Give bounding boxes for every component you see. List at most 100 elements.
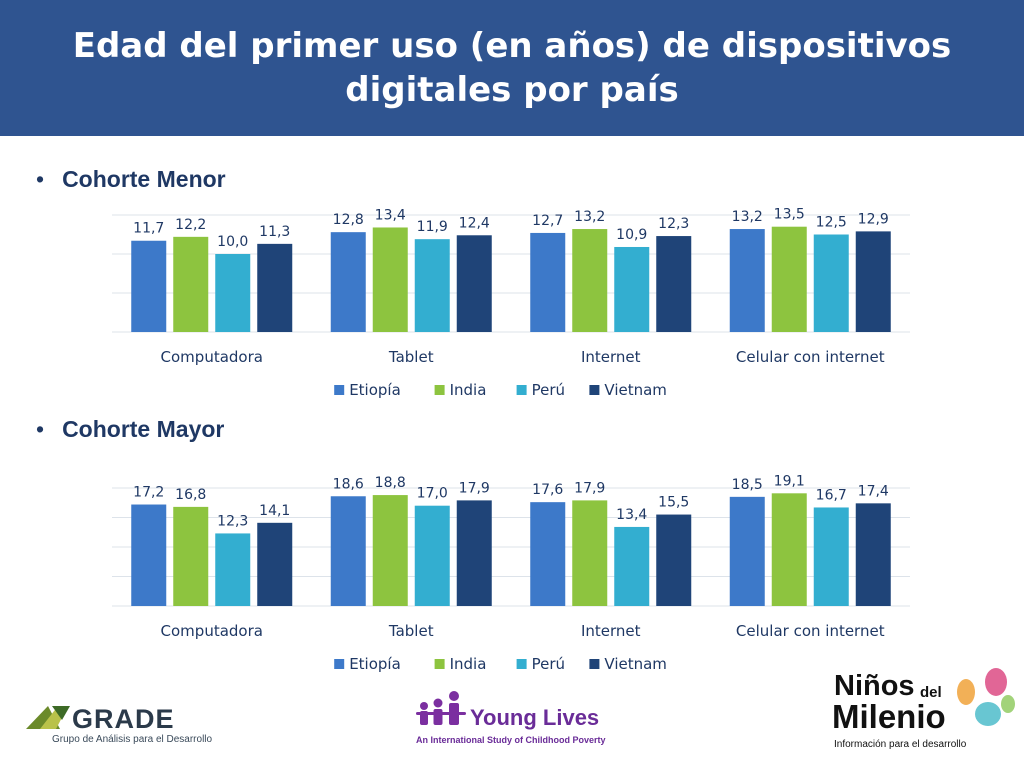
bar-etiopía-0 <box>131 240 167 332</box>
bar-perú-0 <box>215 254 251 332</box>
legend-swatch <box>334 659 345 669</box>
category-label: Internet <box>581 348 641 366</box>
data-label: 17,9 <box>574 480 605 496</box>
category-label: Tablet <box>388 622 434 640</box>
data-label: 18,8 <box>375 475 406 491</box>
chart-cohorte-mayor: 17,2 16,8 12,3 14,1 Computadora 18,6 18,8 17,0 1… <box>112 470 912 720</box>
data-label: 14,1 <box>259 503 290 519</box>
ninos-del-milenio-logo: Niños del Milenio Información para el de… <box>828 664 1018 756</box>
bar-india-1 <box>372 227 408 332</box>
data-label: 10,0 <box>217 234 248 250</box>
bar-vietnam-0 <box>257 243 293 332</box>
legend-swatch <box>589 659 600 669</box>
data-label: 12,2 <box>175 217 206 233</box>
fingerprints-icon <box>957 668 1015 726</box>
bar-perú-3 <box>813 507 849 606</box>
bar-india-2 <box>572 229 608 332</box>
category-label: Computadora <box>161 622 263 640</box>
data-label: 17,0 <box>417 486 448 502</box>
bar-etiopía-2 <box>530 502 566 606</box>
data-label: 17,6 <box>532 482 563 498</box>
bar-india-3 <box>771 493 807 606</box>
legend-label: Vietnam <box>604 655 667 673</box>
legend-swatch <box>589 385 600 395</box>
legend-swatch <box>334 385 345 395</box>
legend-label: India <box>450 655 487 673</box>
bar-etiopía-2 <box>530 232 566 332</box>
data-label: 18,6 <box>333 476 364 492</box>
data-label: 16,8 <box>175 487 206 503</box>
data-label: 12,3 <box>658 216 689 232</box>
young-lives-name: Young Lives <box>470 705 600 730</box>
data-label: 19,1 <box>774 473 805 489</box>
ninos-line1: Niños <box>834 670 915 702</box>
data-label: 18,5 <box>732 477 763 493</box>
young-lives-figures-icon <box>416 691 466 725</box>
data-label: 12,5 <box>816 215 847 231</box>
bar-perú-1 <box>414 505 450 606</box>
chart-cohorte-menor: 11,7 12,2 10,0 11,3 Computadora 12,8 13,4 11,9 1… <box>112 196 912 446</box>
grade-logo: GRADE Grupo de Análisis para el Desarrol… <box>26 700 226 750</box>
grade-mark-icon <box>26 706 70 729</box>
bar-india-0 <box>173 236 209 332</box>
data-label: 12,9 <box>858 211 889 227</box>
bullet-icon: • <box>36 166 45 192</box>
bar-vietnam-2 <box>656 236 692 332</box>
legend-swatch <box>434 385 445 395</box>
data-label: 12,7 <box>532 213 563 229</box>
data-label: 13,4 <box>616 507 647 523</box>
bar-perú-0 <box>215 533 251 606</box>
ninos-small: del <box>920 684 942 701</box>
bar-perú-2 <box>614 526 650 606</box>
legend-swatch <box>434 659 445 669</box>
legend-label: Vietnam <box>604 381 667 399</box>
bar-perú-2 <box>614 246 650 332</box>
cohort-mayor-label: Cohorte Mayor <box>62 416 225 442</box>
ninos-tagline: Información para el desarrollo <box>834 739 967 750</box>
category-label: Tablet <box>388 348 434 366</box>
legend-swatch <box>516 659 527 669</box>
data-label: 12,4 <box>459 215 490 231</box>
bar-vietnam-0 <box>257 522 293 606</box>
data-label: 13,5 <box>774 207 805 223</box>
data-label: 11,9 <box>417 219 448 235</box>
category-label: Celular con internet <box>736 622 885 640</box>
legend-label: Perú <box>532 655 565 673</box>
data-label: 13,2 <box>574 209 605 225</box>
bar-vietnam-2 <box>656 514 692 606</box>
bar-etiopía-1 <box>330 496 366 606</box>
grade-logo-name: GRADE <box>72 704 175 734</box>
cohort-heading-mayor: • Cohorte Mayor <box>36 416 224 443</box>
data-label: 17,4 <box>858 483 889 499</box>
category-label: Computadora <box>161 348 263 366</box>
legend-label: India <box>450 381 487 399</box>
bar-vietnam-1 <box>456 235 492 332</box>
category-label: Internet <box>581 622 641 640</box>
slide-header: Edad del primer uso (en años) de disposi… <box>0 0 1024 136</box>
data-label: 12,8 <box>333 212 364 228</box>
bar-india-1 <box>372 495 408 606</box>
bar-etiopía-3 <box>729 229 765 332</box>
legend-label: Etiopía <box>349 381 401 399</box>
young-lives-tagline: An International Study of Childhood Pove… <box>416 735 606 745</box>
bar-vietnam-1 <box>456 500 492 606</box>
grade-logo-tagline: Grupo de Análisis para el Desarrollo <box>52 734 213 745</box>
cohort-heading-menor: • Cohorte Menor <box>36 166 226 193</box>
data-label: 15,5 <box>658 495 689 511</box>
data-label: 11,7 <box>133 221 164 237</box>
slide-title: Edad del primer uso (en años) de disposi… <box>72 26 952 110</box>
legend-label: Perú <box>532 381 565 399</box>
data-label: 10,9 <box>616 227 647 243</box>
legend-label: Etiopía <box>349 655 401 673</box>
bar-vietnam-3 <box>855 231 891 332</box>
bar-etiopía-0 <box>131 504 167 606</box>
bar-etiopía-3 <box>729 496 765 606</box>
data-label: 17,9 <box>459 480 490 496</box>
legend-swatch <box>516 385 527 395</box>
category-label: Celular con internet <box>736 348 885 366</box>
young-lives-logo: Young Lives An International Study of Ch… <box>412 688 612 752</box>
bar-chart-svg: 17,2 16,8 12,3 14,1 Computadora 18,6 18,8 17,0 1… <box>112 473 910 673</box>
bar-perú-3 <box>813 234 849 332</box>
data-label: 16,7 <box>816 487 847 503</box>
bar-etiopía-1 <box>330 232 366 332</box>
